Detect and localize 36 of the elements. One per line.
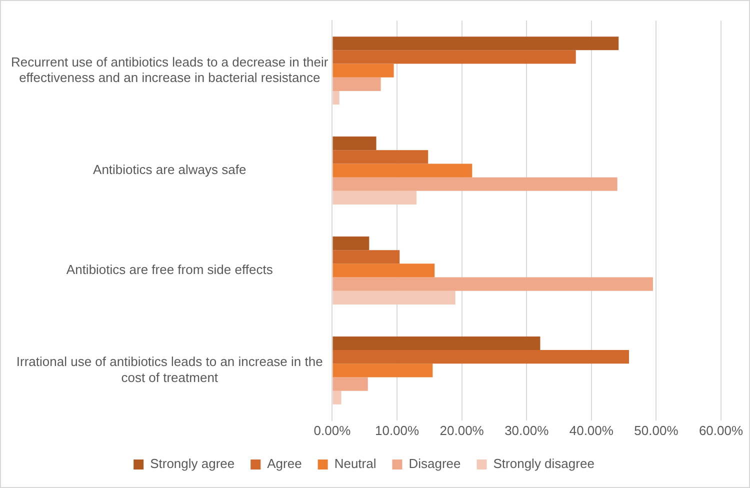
legend-label: Agree [267,456,302,472]
x-tick-label: 60.00% [698,422,744,438]
bar [332,377,368,391]
bar [332,164,472,178]
bar [332,36,619,50]
y-tick-label: Antibiotics are always safe [93,162,246,178]
bar [332,50,576,64]
bar [332,236,370,250]
bar [332,350,629,364]
bar [332,336,540,350]
legend-label: Strongly disagree [493,456,594,472]
y-tick-label: Antibiotics are free from side effects [66,262,274,278]
bar [332,177,618,191]
bar [332,250,400,264]
bar [332,277,653,291]
bar [332,150,428,164]
x-tick-label: 50.00% [634,422,679,438]
legend-label: Strongly agree [150,456,235,472]
bar [332,136,376,150]
x-tick-label: 30.00% [504,422,550,438]
bar [332,290,456,304]
x-tick-label: 20.00% [440,422,484,438]
x-tick-label: 10.00% [374,422,420,438]
legend-label: Neutral [334,456,376,472]
legend-label: Disagree [408,456,461,472]
bar [332,77,381,91]
bar [332,64,394,78]
x-tick-label: 0.00% [314,422,352,438]
y-tick-label: Recurrent use of antibiotics leads to a decrease in their effectiveness and an increase in bacterial resistance [11,54,329,85]
bar [332,190,416,205]
bar [332,364,433,378]
bar [332,90,340,105]
bar [332,264,435,278]
bar [332,390,342,404]
x-tick-label: 40.00% [569,422,614,438]
y-tick-label: Irrational use of antibiotics leads to an increase in the cost of treatment [16,354,323,385]
